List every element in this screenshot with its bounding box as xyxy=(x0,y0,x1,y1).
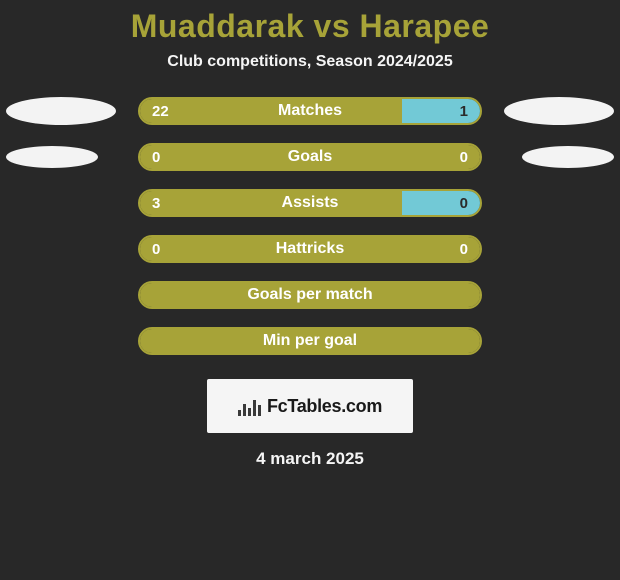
comparison-card: Muaddarak vs Harapee Club competitions, … xyxy=(0,0,620,580)
bar-segment-left xyxy=(140,99,402,123)
bar-segment-left xyxy=(140,191,402,215)
date-label: 4 march 2025 xyxy=(0,449,620,469)
fctables-logo: FcTables.com xyxy=(207,379,413,433)
team-right-badge xyxy=(522,146,614,168)
metric-row: 0Hattricks0 xyxy=(0,235,620,263)
metric-bar: Goals per match xyxy=(138,281,482,309)
bar-segment-left xyxy=(140,145,480,169)
logo-bars-icon xyxy=(238,396,261,416)
metric-bar: 0Goals0 xyxy=(138,143,482,171)
bar-segment-left xyxy=(140,329,480,353)
bar-segment-left xyxy=(140,283,480,307)
metric-bar: 0Hattricks0 xyxy=(138,235,482,263)
team-left-badge xyxy=(6,97,116,125)
metric-bar: 3Assists0 xyxy=(138,189,482,217)
metric-bar: 22Matches1 xyxy=(138,97,482,125)
page-title: Muaddarak vs Harapee xyxy=(0,8,620,45)
logo-text: FcTables.com xyxy=(267,396,382,417)
metric-row: 22Matches1 xyxy=(0,97,620,125)
metric-rows: 22Matches1 0Goals0 3Assists0 0Hattricks0 Goa… xyxy=(0,97,620,355)
metric-row: Min per goal xyxy=(0,327,620,355)
metric-bar: Min per goal xyxy=(138,327,482,355)
metric-row: 0Goals0 xyxy=(0,143,620,171)
team-right-badge xyxy=(504,97,614,125)
subtitle: Club competitions, Season 2024/2025 xyxy=(0,53,620,71)
bar-segment-left xyxy=(140,237,480,261)
metric-row: Goals per match xyxy=(0,281,620,309)
metric-row: 3Assists0 xyxy=(0,189,620,217)
bar-segment-right xyxy=(402,99,480,123)
bar-segment-right xyxy=(402,191,480,215)
team-left-badge xyxy=(6,146,98,168)
